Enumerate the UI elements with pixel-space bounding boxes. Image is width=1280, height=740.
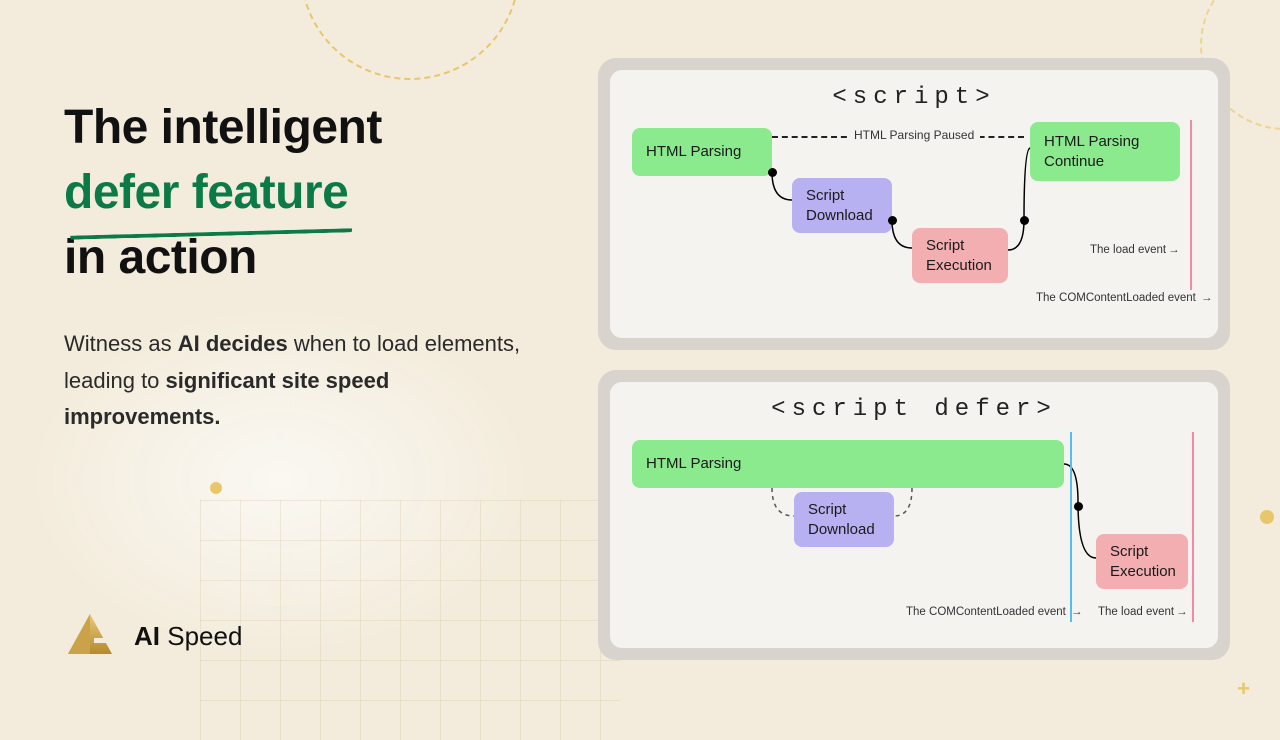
deco-plus: +	[1237, 676, 1250, 702]
d1-load-line	[1190, 120, 1192, 290]
brand-bold: AI	[134, 621, 160, 651]
brand: AI Speed	[64, 610, 242, 662]
left-pane: The intelligent defer feature in action …	[64, 96, 564, 435]
headline-line1: The intelligent	[64, 101, 382, 154]
subheading: Witness as AI decides when to load eleme…	[64, 326, 524, 435]
d1-html-parsing: HTML Parsing	[632, 128, 772, 176]
d1-pause-label: HTML Parsing Paused	[848, 128, 980, 142]
d2-dom-event: The COMContentLoaded event	[906, 606, 1083, 618]
diagram-inner-defer: <script defer> HTML Parsing Script Downl…	[610, 382, 1218, 648]
d2-load-event: The load event	[1098, 606, 1188, 618]
headline: The intelligent defer feature in action	[64, 96, 564, 290]
d1-script-download: Script Download	[792, 178, 892, 233]
d2-node-1	[1074, 502, 1083, 511]
deco-grid	[200, 500, 620, 740]
d1-dom-event: The COMContentLoaded event	[1036, 292, 1213, 304]
brand-logo-icon	[64, 610, 116, 662]
d1-html-continue: HTML Parsing Continue	[1030, 122, 1180, 181]
d1-node-2	[888, 216, 897, 225]
d2-load-line	[1192, 432, 1194, 622]
sub-pre: Witness as	[64, 331, 178, 356]
deco-dashed-circle-top	[300, 0, 520, 80]
d2-dom-line	[1070, 432, 1072, 622]
diagram-card-defer: <script defer> HTML Parsing Script Downl…	[598, 370, 1230, 660]
headline-accent: defer feature	[64, 161, 348, 226]
d1-load-event: The load event	[1090, 244, 1180, 256]
d1-node-3	[1020, 216, 1029, 225]
brand-name: AI Speed	[134, 621, 242, 652]
d2-script-execution: Script Execution	[1096, 534, 1188, 589]
d1-node-1	[768, 168, 777, 177]
diagram1-title: <script>	[610, 70, 1218, 111]
sub-b1: AI decides	[178, 331, 288, 356]
d1-script-execution: Script Execution	[912, 228, 1008, 283]
d2-script-download: Script Download	[794, 492, 894, 547]
deco-dot-1	[210, 482, 222, 494]
diagram-card-script: <script> HTML Parsing HTML Parsing Pause…	[598, 58, 1230, 350]
d2-html-parsing: HTML Parsing	[632, 440, 1064, 488]
diagram2-title: <script defer>	[610, 382, 1218, 423]
deco-dot-2	[1260, 510, 1274, 524]
diagram-inner-script: <script> HTML Parsing HTML Parsing Pause…	[610, 70, 1218, 338]
brand-rest: Speed	[160, 621, 242, 651]
